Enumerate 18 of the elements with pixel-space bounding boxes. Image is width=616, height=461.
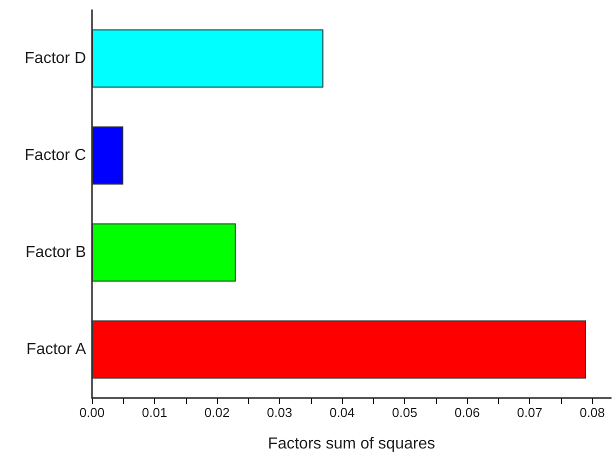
y-tick-label: Factor B [26, 244, 86, 261]
x-tick-label: 0.07 [517, 405, 542, 420]
y-tick-label: Factor C [24, 147, 86, 164]
x-tick-label: 0.00 [79, 405, 105, 420]
x-tick-label: 0.08 [580, 405, 605, 420]
bar [92, 223, 236, 282]
x-tick-label: 0.05 [392, 405, 418, 420]
x-axis-title: Factors sum of squares [268, 436, 436, 452]
x-tick-label: 0.02 [204, 405, 230, 420]
bar [92, 29, 324, 88]
x-tick-label: 0.04 [329, 405, 355, 420]
x-tick-label: 0.03 [266, 405, 292, 420]
y-tick-label: Factor D [24, 50, 86, 67]
y-tick-label: Factor A [26, 341, 86, 358]
bar [92, 320, 586, 379]
x-tick-label: 0.06 [454, 405, 480, 420]
bar [92, 126, 124, 185]
x-tick-label: 0.01 [142, 405, 168, 420]
